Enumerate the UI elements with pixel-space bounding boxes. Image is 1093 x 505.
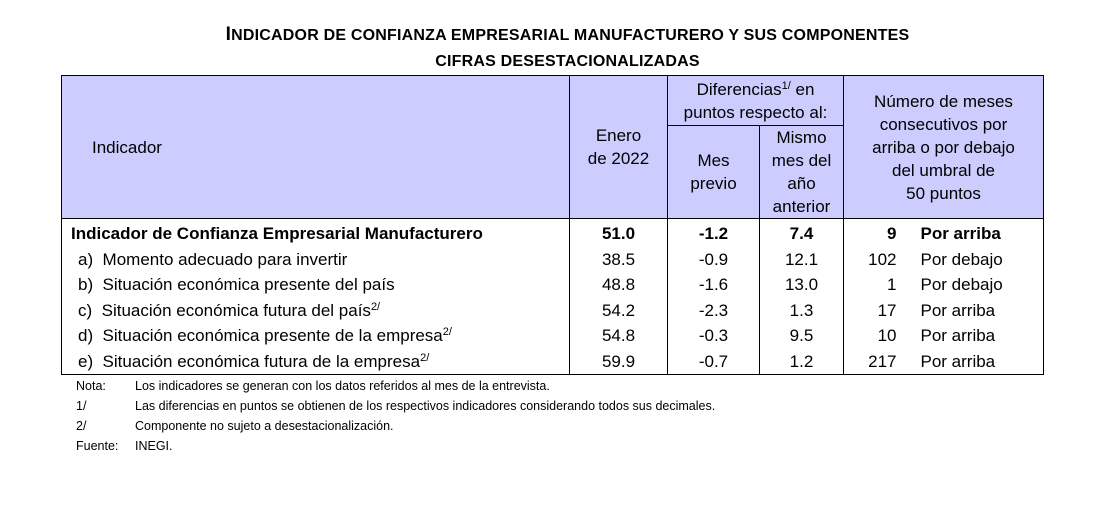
cell-meses: 217: [843, 348, 901, 375]
row-label: e) Situación económica futura de la empr…: [61, 348, 570, 375]
row-label: b) Situación económica presente del país: [61, 272, 570, 298]
row-label-text: e) Situación económica futura de la empr…: [78, 351, 421, 371]
row-label-text: d) Situación económica presente de la em…: [78, 326, 443, 346]
cell-enero: 54.8: [569, 323, 668, 349]
cell-enero: 54.2: [569, 297, 668, 323]
table-row: Indicador de Confianza Empresarial Manuf…: [61, 218, 1044, 247]
header-mes-line1: Mes: [697, 151, 730, 170]
row-label-text: c) Situación económica futura del país: [78, 300, 371, 320]
table-row: e) Situación económica futura de la empr…: [61, 348, 1044, 375]
footnote-key: 2/: [76, 419, 87, 433]
row-label-sup: 2/: [442, 326, 452, 339]
header-diferencias: Diferencias1/ en puntos respecto al:: [667, 75, 844, 126]
footnote-key: 1/: [76, 399, 87, 413]
row-label: a) Momento adecuado para invertir: [61, 246, 570, 272]
header-meses-line4: del umbral de: [891, 160, 995, 180]
header-meses-line2: consecutivos por: [879, 114, 1008, 134]
footnote-key: Nota:: [76, 379, 106, 393]
cell-estado: Por arriba: [900, 348, 1044, 375]
cell-mismo-mes: 1.2: [759, 348, 844, 375]
header-enero-line1: Enero: [595, 126, 642, 145]
footnote: Fuente: INEGI.: [76, 436, 715, 456]
row-label: c) Situación económica futura del país2/: [61, 297, 570, 323]
header-indicador: Indicador: [61, 75, 570, 219]
header-mes-line2: previo: [690, 174, 737, 193]
header-dif-line1: Diferencias: [696, 79, 782, 99]
cell-enero: 51.0: [569, 218, 668, 247]
header-mismo-mes: Mismo mes del año anterior: [759, 125, 844, 219]
cell-mes-previo: -1.6: [667, 272, 760, 298]
table-subtitle: CIFRAS DESESTACIONALIZADAS: [435, 53, 700, 70]
indicator-table: Indicador Enero de 2022 Diferencias1/ en…: [61, 75, 1044, 375]
row-label-text: b) Situación económica presente del país: [78, 275, 395, 295]
cell-mes-previo: -1.2: [667, 218, 760, 247]
cell-mes-previo: -2.3: [667, 297, 760, 323]
cell-meses: 9: [843, 218, 901, 247]
table-title: INDICADOR DE CONFIANZA EMPRESARIAL MANUF…: [0, 24, 1093, 47]
cell-mes-previo: -0.9: [667, 246, 760, 272]
footnote-text: Los indicadores se generan con los datos…: [135, 379, 550, 393]
footnote-text: Componente no sujeto a desestacionalizac…: [135, 419, 394, 433]
header-enero: Enero de 2022: [569, 75, 668, 219]
title-initial: I: [225, 24, 232, 45]
header-dif-sup: 1/: [781, 79, 791, 92]
cell-enero: 38.5: [569, 246, 668, 272]
cell-mismo-mes: 7.4: [759, 218, 844, 247]
header-meses-line3: arriba o por debajo: [872, 137, 1015, 157]
cell-mismo-mes: 13.0: [759, 272, 844, 298]
cell-meses: 17: [843, 297, 901, 323]
header-meses-line1: Número de meses: [874, 91, 1013, 111]
row-label: d) Situación económica presente de la em…: [61, 323, 570, 349]
cell-meses: 1: [843, 272, 901, 298]
table-row: b) Situación económica presente del país…: [61, 272, 1044, 298]
cell-meses: 10: [843, 323, 901, 349]
footnote: 1/ Las diferencias en puntos se obtienen…: [76, 396, 715, 416]
header-mismo-line4: anterior: [772, 197, 831, 216]
header-enero-line2: de 2022: [587, 149, 650, 168]
table-row: c) Situación económica futura del país2/…: [61, 297, 1044, 323]
table-row: a) Momento adecuado para invertir 38.5 -…: [61, 246, 1044, 272]
row-label-sup: 2/: [420, 351, 430, 364]
cell-meses: 102: [843, 246, 901, 272]
table-row: d) Situación económica presente de la em…: [61, 323, 1044, 349]
row-label-sup: 2/: [370, 300, 381, 313]
footnote-key: Fuente:: [76, 439, 119, 453]
cell-enero: 59.9: [569, 348, 668, 375]
header-dif-line1-end: en: [790, 79, 815, 99]
row-label: Indicador de Confianza Empresarial Manuf…: [61, 218, 570, 247]
cell-estado: Por arriba: [900, 218, 1044, 247]
cell-estado: Por arriba: [900, 297, 1044, 323]
cell-mismo-mes: 12.1: [759, 246, 844, 272]
title-rest: NDICADOR DE CONFIANZA EMPRESARIAL MANUFA…: [231, 27, 910, 44]
header-mes-previo: Mes previo: [667, 125, 760, 219]
footnote-text: Las diferencias en puntos se obtienen de…: [135, 399, 716, 413]
footnote-text: INEGI.: [135, 439, 173, 453]
row-label-text: Indicador de Confianza Empresarial Manuf…: [71, 224, 483, 244]
cell-mismo-mes: 9.5: [759, 323, 844, 349]
cell-mes-previo: -0.3: [667, 323, 760, 349]
header-mismo-line1: Mismo: [776, 128, 827, 147]
header-dif-line2: puntos respecto al:: [683, 102, 828, 122]
cell-mes-previo: -0.7: [667, 348, 760, 375]
cell-estado: Por debajo: [900, 246, 1044, 272]
row-label-text: a) Momento adecuado para invertir: [78, 249, 348, 269]
footnotes: Nota: Los indicadores se generan con los…: [76, 376, 715, 456]
cell-estado: Por arriba: [900, 323, 1044, 349]
cell-mismo-mes: 1.3: [759, 297, 844, 323]
header-mismo-line2: mes del: [771, 151, 832, 170]
cell-estado: Por debajo: [900, 272, 1044, 298]
footnote: 2/ Componente no sujeto a desestacionali…: [76, 416, 715, 436]
header-meses: Número de meses consecutivos por arriba …: [843, 75, 1044, 219]
header-meses-line5: 50 puntos: [906, 183, 981, 203]
cell-enero: 48.8: [569, 272, 668, 298]
footnote: Nota: Los indicadores se generan con los…: [76, 376, 715, 396]
header-mismo-line3: año: [787, 174, 816, 193]
